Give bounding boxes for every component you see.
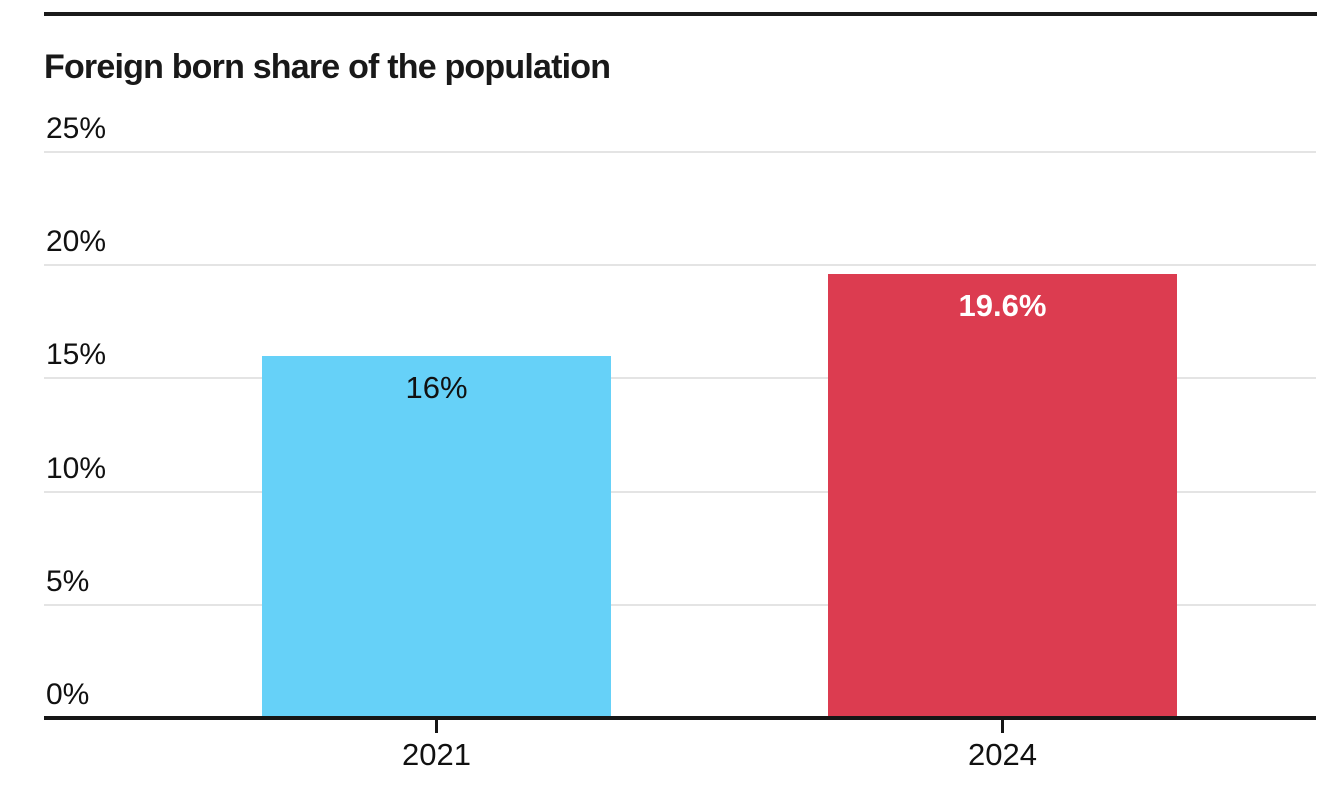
- y-axis-tick-label: 0%: [46, 678, 90, 711]
- y-gridline: [44, 264, 1316, 267]
- bar-2024: 19.6%: [828, 274, 1177, 718]
- x-axis-tick-label: 2024: [968, 737, 1037, 772]
- top-rule: [44, 12, 1317, 16]
- x-axis-tick-label: 2021: [402, 737, 471, 772]
- chart-title: Foreign born share of the population: [44, 48, 611, 86]
- y-gridline: [44, 151, 1316, 153]
- y-gridline: [44, 377, 1316, 380]
- x-axis-tick: [1001, 720, 1004, 733]
- plot-area: 0% 5% 10% 15% 20% 25% 16% 2021 19.6% 2024: [44, 114, 1316, 770]
- y-gridline: [44, 603, 1316, 606]
- y-axis-tick-label: 15%: [46, 338, 107, 372]
- y-axis-tick-label: 5%: [46, 564, 90, 598]
- x-axis-tick: [435, 720, 438, 733]
- bar-value-label: 19.6%: [958, 288, 1047, 324]
- y-axis-tick-label: 10%: [46, 451, 107, 485]
- y-gridline: [44, 490, 1316, 493]
- bar-2021: 16%: [262, 355, 611, 718]
- bar-value-label: 16%: [405, 369, 468, 405]
- y-axis-tick-label: 20%: [46, 225, 107, 259]
- x-axis-line: [44, 716, 1316, 720]
- y-axis-tick-label: 25%: [46, 112, 107, 145]
